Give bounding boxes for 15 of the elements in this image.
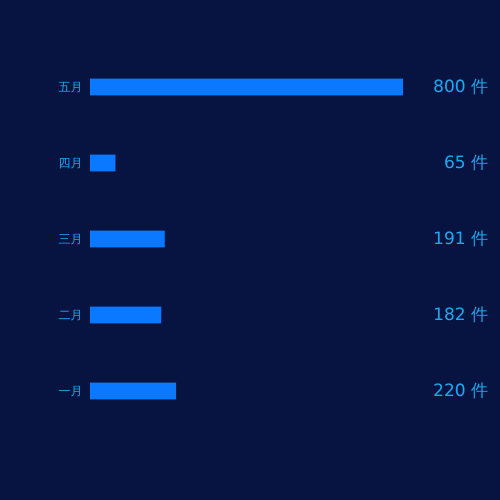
- bar: [90, 78, 403, 96]
- bar: [90, 154, 116, 172]
- data-label: 182 件: [433, 305, 488, 325]
- bar: [90, 230, 165, 248]
- bar: [90, 306, 162, 324]
- y-tick-label: 二月: [58, 308, 82, 322]
- y-tick-label: 三月: [58, 232, 82, 246]
- data-label: 65 件: [444, 153, 488, 173]
- data-label: 191 件: [433, 229, 488, 249]
- bar: [90, 382, 176, 400]
- y-tick-label: 五月: [58, 80, 82, 94]
- data-label: 800 件: [433, 77, 488, 97]
- y-tick-label: 四月: [58, 156, 82, 170]
- data-label: 220 件: [433, 381, 488, 401]
- y-tick-label: 一月: [58, 384, 82, 398]
